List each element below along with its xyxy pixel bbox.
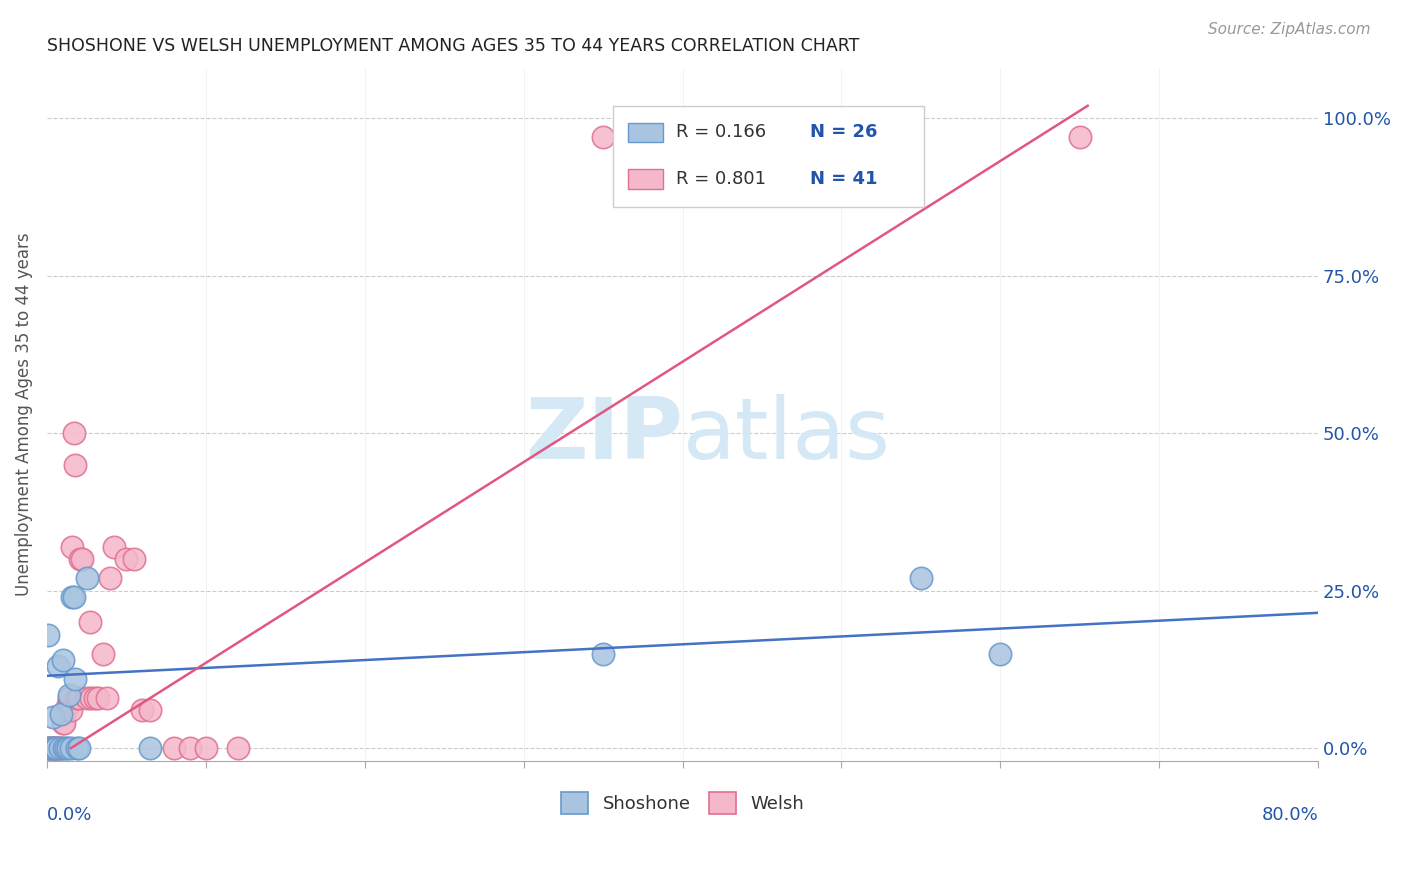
Point [48,741,70,756]
Point [41,741,63,756]
Point [67,741,90,756]
Point [65,672,87,686]
Point [80,690,103,705]
Point [59,741,82,756]
Point [63,426,86,441]
Text: N = 26: N = 26 [810,123,877,142]
Point [37,628,59,642]
Point [53,741,76,756]
Point [91,647,114,661]
Point [45,741,67,756]
Point [103,540,125,554]
Text: 80.0%: 80.0% [1261,805,1319,824]
Point [131,703,153,717]
Point [55,741,77,756]
Bar [628,123,664,142]
Point [96,690,118,705]
Point [60,590,83,604]
Point [910,571,932,585]
Point [55,703,77,717]
Text: N = 41: N = 41 [810,169,877,188]
Text: atlas: atlas [682,393,890,476]
Point [592,647,614,661]
Point [67,690,90,705]
Point [70,552,93,566]
Point [59,703,82,717]
Point [194,741,217,756]
Text: 0.0%: 0.0% [46,805,93,824]
Bar [628,169,664,188]
Point [83,690,105,705]
Point [44,741,66,756]
Text: Source: ZipAtlas.com: Source: ZipAtlas.com [1208,22,1371,37]
Point [56,697,79,711]
Point [48,741,70,756]
Point [63,590,86,604]
Point [42,741,65,756]
Point [592,130,614,145]
Point [988,647,1011,661]
Point [37,741,59,756]
Point [58,690,80,705]
Point [139,703,162,717]
Point [100,571,122,585]
Point [79,615,101,630]
Point [42,710,65,724]
Point [41,741,63,756]
Point [87,690,110,705]
Point [66,690,89,705]
Point [46,659,69,673]
Point [39,741,62,756]
Point [46,741,69,756]
Point [52,716,75,731]
Point [51,706,73,721]
Text: R = 0.801: R = 0.801 [676,169,766,188]
Text: SHOSHONE VS WELSH UNEMPLOYMENT AMONG AGES 35 TO 44 YEARS CORRELATION CHART: SHOSHONE VS WELSH UNEMPLOYMENT AMONG AGE… [46,37,859,55]
Point [56,741,79,756]
Point [44,741,66,756]
Text: R = 0.166: R = 0.166 [676,123,766,142]
Point [39,741,62,756]
Point [1069,130,1091,145]
Text: ZIP: ZIP [524,393,682,476]
Point [45,741,67,756]
Point [115,552,138,566]
Y-axis label: Unemployment Among Ages 35 to 44 years: Unemployment Among Ages 35 to 44 years [15,233,32,596]
Point [60,540,83,554]
Point [58,688,80,702]
FancyBboxPatch shape [613,106,924,207]
Point [76,690,98,705]
Point [226,741,249,756]
Point [163,741,186,756]
Point [76,571,98,585]
Point [179,741,201,756]
Point [124,552,146,566]
Point [66,741,89,756]
Legend: Shoshone, Welsh: Shoshone, Welsh [554,785,811,822]
Point [51,741,73,756]
Point [37,741,59,756]
Point [53,716,76,731]
Point [69,552,91,566]
Point [52,653,75,667]
Point [65,458,87,472]
Point [139,741,162,756]
